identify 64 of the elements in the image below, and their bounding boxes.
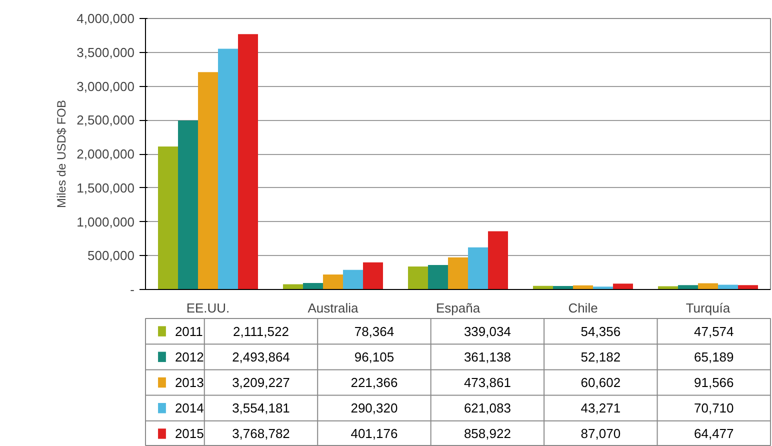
bar: [323, 274, 343, 290]
y-tick-label: 4,000,000: [76, 11, 135, 26]
y-tick-label: 2,500,000: [76, 112, 135, 128]
data-label: 43,271: [580, 400, 621, 416]
data-label: 2,111,522: [233, 324, 289, 339]
x-tick-label: España: [436, 300, 481, 316]
data-label: 47,574: [694, 324, 734, 339]
x-tick-label: Chile: [568, 300, 598, 316]
bar: [238, 34, 258, 290]
y-tick-label: 500,000: [88, 248, 135, 264]
bar: [303, 282, 323, 290]
y-tick-label: 2,000,000: [76, 146, 135, 162]
legend-label: 2011: [174, 324, 203, 339]
data-label: 54,356: [580, 324, 621, 339]
bar: [178, 120, 198, 290]
data-label: 64,477: [694, 426, 734, 442]
bar: [343, 270, 363, 290]
bar: [468, 247, 488, 290]
bar: [738, 285, 758, 290]
legend-label: 2013: [174, 375, 204, 390]
y-tick-label: 3,500,000: [76, 44, 135, 60]
data-label: 70,710: [694, 400, 734, 416]
data-label: 2,493,864: [232, 349, 290, 364]
x-tick-label: Australia: [308, 300, 360, 316]
data-label: 91,566: [694, 375, 734, 390]
bar: [448, 257, 468, 290]
x-tick-label: EE.UU.: [186, 300, 230, 316]
data-label: 3,209,227: [232, 375, 290, 390]
data-label: 473,861: [464, 375, 511, 390]
data-label: 60,602: [580, 375, 621, 390]
data-label: 78,364: [354, 324, 394, 339]
legend-label: 2015: [174, 426, 204, 442]
y-axis-title: Miles de USD$ FOB: [54, 100, 69, 208]
y-tick-label: 1,500,000: [76, 180, 135, 196]
data-label: 401,176: [350, 426, 398, 442]
bar: [158, 146, 178, 290]
bar: [218, 48, 238, 290]
data-label: 339,034: [464, 324, 511, 339]
data-label: 52,182: [580, 349, 621, 364]
data-label: 3,768,782: [232, 426, 290, 442]
data-label: 96,105: [354, 349, 394, 364]
bar: [678, 285, 698, 290]
legend-label: 2012: [174, 349, 204, 364]
bar: [428, 265, 448, 290]
data-label: 87,070: [580, 426, 621, 442]
x-tick-label: Turquía: [686, 300, 731, 316]
bar: [198, 72, 218, 290]
data-label: 858,922: [464, 426, 511, 442]
y-tick-label: -: [130, 282, 135, 297]
bar: [613, 284, 633, 290]
bar: [283, 284, 303, 290]
legend-label: 2014: [174, 400, 204, 416]
data-label: 621,083: [464, 400, 511, 416]
data-label: 3,554,181: [232, 400, 290, 416]
bar: [408, 266, 428, 290]
data-label: 221,366: [350, 375, 398, 390]
bar: [363, 262, 383, 290]
bar: [488, 231, 508, 290]
data-label: 290,320: [350, 400, 398, 416]
data-label: 65,189: [694, 349, 734, 364]
y-tick-label: 3,000,000: [76, 78, 135, 94]
data-label: 361,138: [464, 349, 511, 364]
y-tick-label: 1,000,000: [76, 214, 135, 230]
bar: [718, 284, 738, 290]
